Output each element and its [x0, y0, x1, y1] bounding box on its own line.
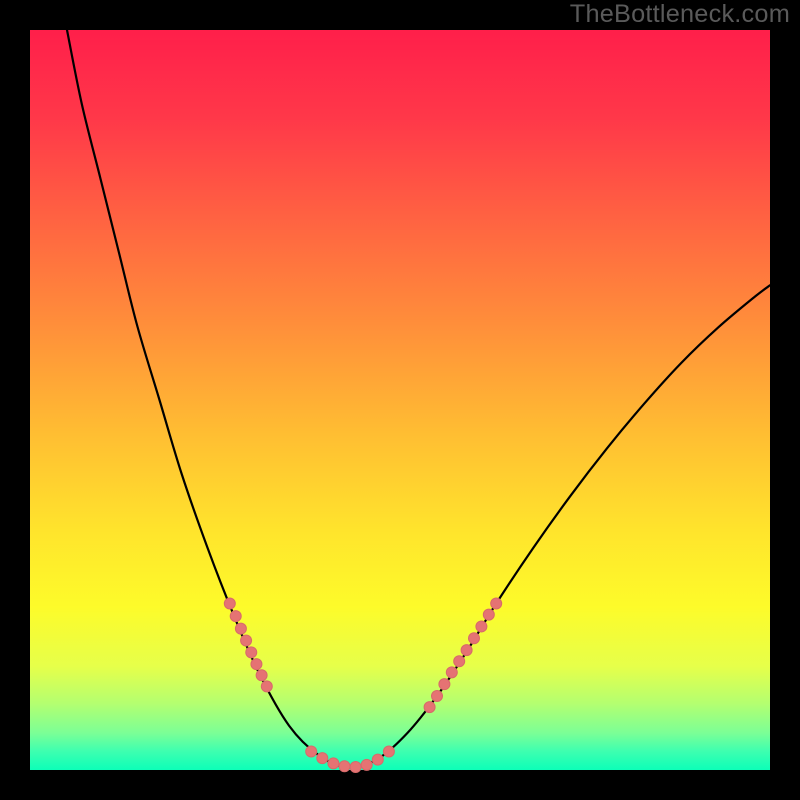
data-point: [256, 670, 267, 681]
data-point: [339, 761, 350, 772]
data-point: [491, 598, 502, 609]
data-point: [439, 679, 450, 690]
data-point: [483, 609, 494, 620]
bottleneck-chart: [0, 0, 800, 800]
data-point: [446, 667, 457, 678]
data-point: [350, 762, 361, 773]
data-point: [235, 623, 246, 634]
watermark-text: TheBottleneck.com: [570, 0, 790, 29]
chart-container: TheBottleneck.com: [0, 0, 800, 800]
data-point: [317, 753, 328, 764]
data-point: [241, 635, 252, 646]
data-point: [230, 611, 241, 622]
data-point: [328, 758, 339, 769]
data-point: [476, 621, 487, 632]
data-point: [261, 681, 272, 692]
data-point: [306, 746, 317, 757]
data-point: [251, 659, 262, 670]
data-point: [246, 647, 257, 658]
plot-background: [30, 30, 770, 770]
data-point: [424, 702, 435, 713]
data-point: [383, 746, 394, 757]
data-point: [461, 645, 472, 656]
data-point: [432, 691, 443, 702]
data-point: [224, 598, 235, 609]
data-point: [454, 656, 465, 667]
data-point: [469, 633, 480, 644]
data-point: [361, 759, 372, 770]
data-point: [372, 754, 383, 765]
